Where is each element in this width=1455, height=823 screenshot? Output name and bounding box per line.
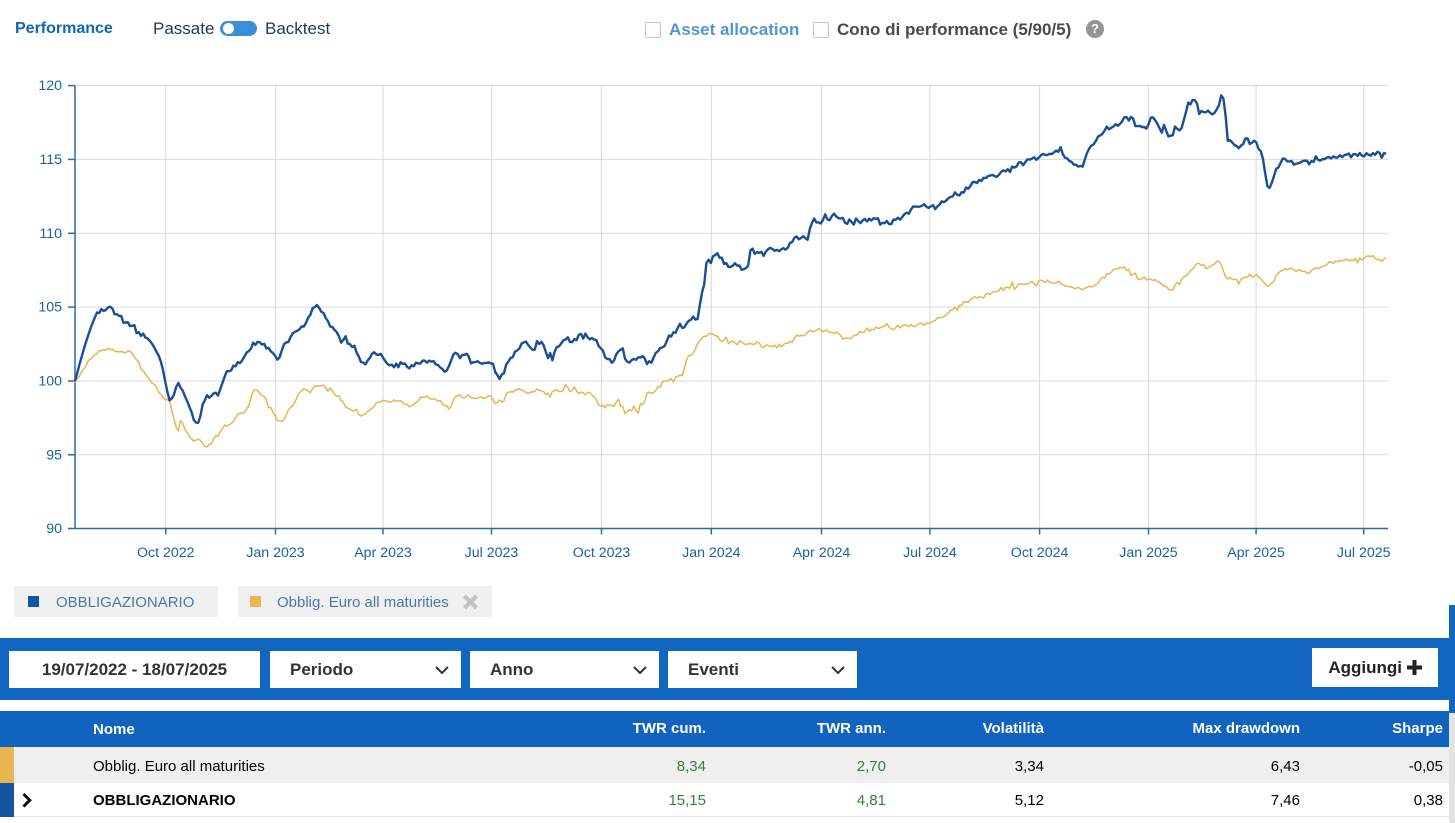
svg-text:Oct 2023: Oct 2023: [573, 545, 631, 561]
svg-text:Jan 2023: Jan 2023: [246, 545, 304, 561]
svg-text:Apr 2024: Apr 2024: [793, 545, 851, 561]
svg-text:Jul 2025: Jul 2025: [1337, 545, 1391, 561]
svg-text:100: 100: [38, 374, 62, 390]
svg-text:Jan 2024: Jan 2024: [682, 545, 740, 561]
svg-text:Jul 2024: Jul 2024: [903, 545, 957, 561]
svg-text:90: 90: [46, 521, 62, 537]
svg-text:115: 115: [39, 152, 62, 168]
svg-text:Jul 2023: Jul 2023: [465, 545, 519, 561]
svg-text:Apr 2023: Apr 2023: [354, 545, 412, 561]
svg-text:105: 105: [38, 300, 62, 316]
svg-text:110: 110: [39, 226, 62, 242]
svg-text:120: 120: [38, 78, 62, 94]
svg-text:95: 95: [46, 447, 62, 463]
svg-text:Oct 2024: Oct 2024: [1011, 545, 1069, 561]
svg-text:Oct 2022: Oct 2022: [137, 545, 195, 561]
svg-text:Jan 2025: Jan 2025: [1119, 545, 1177, 561]
svg-text:Apr 2025: Apr 2025: [1227, 545, 1285, 561]
